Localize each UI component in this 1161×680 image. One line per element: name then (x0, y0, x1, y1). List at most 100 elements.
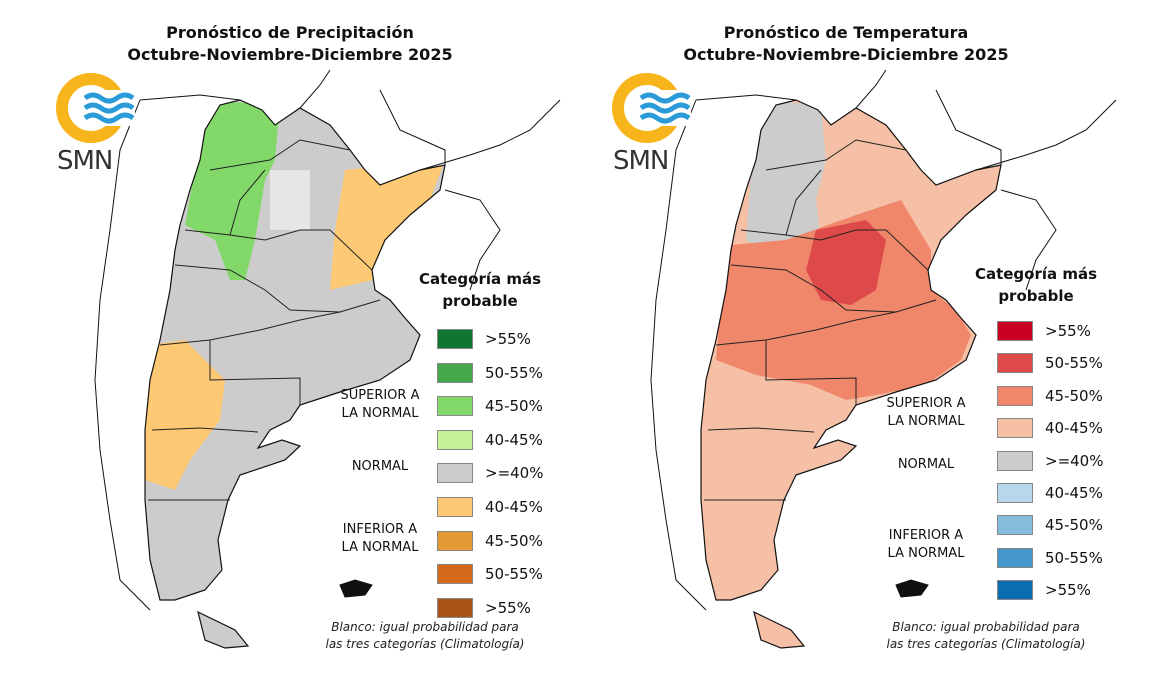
legend-swatch (997, 483, 1033, 503)
category-label: SUPERIOR A (886, 396, 966, 411)
legend-label: 45-50% (1045, 386, 1103, 405)
footnote: Blanco: igual probabilidad para las tres… (861, 619, 1111, 653)
legend-title: Categoría más probable (405, 268, 555, 312)
legend-item: 45-50% (997, 385, 1103, 406)
category-inferior: INFERIOR A LA NORMAL (330, 521, 430, 557)
smn-logo: SMN (611, 72, 691, 176)
legend-swatch (997, 385, 1033, 406)
legend-item: 40-45% (997, 483, 1103, 503)
climatology-region (270, 170, 310, 230)
category-label: INFERIOR A (888, 528, 964, 543)
logo-text: SMN (57, 146, 113, 176)
title-line-2: Octubre-Noviembre-Diciembre 2025 (683, 45, 1009, 64)
footnote-line-2: las tres categorías (Climatología) (886, 637, 1086, 651)
temperature-panel: Pronóstico de Temperatura Octubre-Noviem… (556, 0, 1136, 680)
legend-swatch (997, 321, 1033, 341)
category-normal: NORMAL (897, 457, 955, 472)
legend-swatch (437, 564, 473, 585)
legend-title-line-2: probable (998, 287, 1074, 305)
legend-swatch (997, 450, 1033, 471)
legend-title-line-1: Categoría más (418, 270, 542, 288)
legend-label: >=40% (485, 464, 544, 483)
below-normal-precip-region-patagonia (145, 340, 225, 490)
legend-item: 50-55% (437, 564, 543, 585)
legend-item: >=40% (437, 463, 544, 484)
legend-swatch (997, 353, 1033, 374)
legend-swatch (437, 530, 473, 551)
legend-item: >=40% (997, 450, 1104, 471)
temperature-map (650, 69, 1117, 649)
legend-swatch (437, 429, 473, 450)
legend-swatch (437, 329, 473, 349)
legend-label: 45-50% (485, 531, 543, 550)
legend-label: 50-55% (485, 565, 543, 584)
legend-item: 45-50% (437, 530, 543, 551)
legend-label: 40-45% (485, 498, 543, 516)
smn-logo-icon (56, 73, 135, 143)
map-title: Pronóstico de Temperatura Octubre-Noviem… (556, 22, 1136, 66)
category-label: LA NORMAL (887, 546, 965, 561)
normal-region (746, 100, 826, 265)
category-label: LA NORMAL (341, 540, 419, 555)
category-superior: SUPERIOR A LA NORMAL (330, 387, 430, 423)
precipitation-panel: Pronóstico de Precipitación Octubre-Novi… (0, 0, 580, 680)
legend-swatch (997, 547, 1033, 568)
legend-swatch (437, 362, 473, 383)
legend-label: 50-55% (485, 363, 543, 382)
legend-swatch (437, 463, 473, 484)
legend-item: >55% (997, 321, 1091, 341)
category-label: INFERIOR A (342, 522, 418, 537)
legend-label: >55% (1045, 581, 1091, 600)
category-label: LA NORMAL (887, 414, 965, 429)
legend-label: 50-55% (1045, 354, 1103, 373)
legend-swatch (997, 580, 1033, 601)
legend-label: >55% (485, 598, 531, 617)
legend-item: >55% (437, 329, 531, 349)
legend-item: 45-50% (437, 396, 543, 417)
legend-label: 40-45% (1045, 484, 1103, 502)
legend-item: 50-55% (437, 362, 543, 383)
footnote-line-1: Blanco: igual probabilidad para (892, 620, 1080, 634)
above-normal-50-55-region (806, 220, 886, 305)
title-line-2: Octubre-Noviembre-Diciembre 2025 (127, 45, 453, 64)
footnote-line-1: Blanco: igual probabilidad para (331, 620, 519, 634)
title-line-1: Pronóstico de Precipitación (166, 23, 414, 42)
smn-logo-icon (612, 73, 691, 143)
legend-title-line-2: probable (442, 292, 518, 310)
legend-label: 40-45% (485, 430, 543, 449)
smn-logo: SMN (55, 72, 135, 176)
legend-label: 50-55% (1045, 548, 1103, 567)
logo-text: SMN (613, 146, 669, 176)
legend-label: >=40% (1045, 451, 1104, 470)
legend-swatch (437, 396, 473, 417)
legend-item: 40-45% (437, 429, 543, 450)
legend-item: 40-45% (437, 497, 543, 517)
legend-item: 40-45% (997, 418, 1103, 439)
legend-item: 50-55% (997, 547, 1103, 568)
legend-item: 45-50% (997, 515, 1103, 536)
legend-label: 45-50% (485, 397, 543, 416)
legend-item: >55% (437, 597, 531, 618)
above-normal-precip-region (185, 100, 280, 280)
category-inferior: INFERIOR A LA NORMAL (876, 527, 976, 563)
category-superior: SUPERIOR A LA NORMAL (876, 395, 976, 431)
legend-label: >55% (1045, 322, 1091, 340)
footnote-line-2: las tres categorías (Climatología) (325, 637, 525, 651)
category-normal: NORMAL (351, 459, 409, 474)
legend-label: >55% (485, 330, 531, 348)
legend-label: 40-45% (1045, 419, 1103, 438)
title-line-1: Pronóstico de Temperatura (723, 23, 969, 42)
legend-label: 45-50% (1045, 516, 1103, 535)
legend-swatch (997, 515, 1033, 536)
legend-item: 50-55% (997, 353, 1103, 374)
legend-title: Categoría más probable (961, 263, 1111, 307)
legend-title-line-1: Categoría más (974, 265, 1098, 283)
legend-swatch (997, 418, 1033, 439)
category-label: SUPERIOR A (340, 388, 420, 403)
map-title: Pronóstico de Precipitación Octubre-Novi… (0, 22, 580, 66)
footnote: Blanco: igual probabilidad para las tres… (300, 619, 550, 653)
legend-item: >55% (997, 580, 1091, 601)
legend-swatch (437, 597, 473, 618)
precipitation-map (94, 69, 561, 649)
category-label: LA NORMAL (341, 406, 419, 421)
